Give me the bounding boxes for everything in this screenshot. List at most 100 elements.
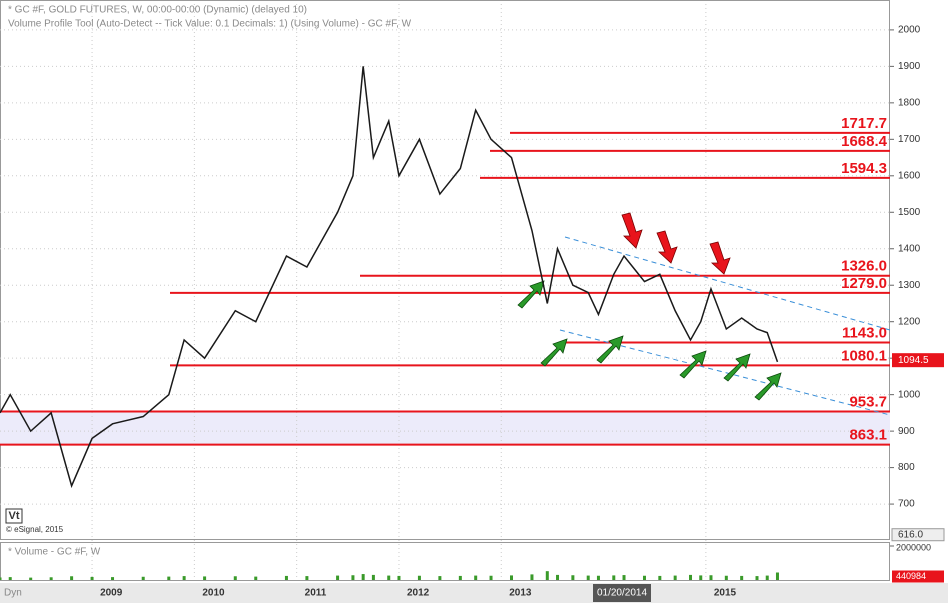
green-arrow (679, 350, 707, 379)
y-tick-label: 1700 (898, 134, 921, 145)
cursor-date-box (593, 584, 651, 602)
price-line (0, 66, 779, 489)
cursor-date: 01/20/2014 (597, 588, 647, 599)
level-label: 1668.4 (841, 133, 888, 150)
volume-bar (755, 576, 759, 580)
volume-bar (254, 576, 258, 580)
x-tick-label: 2011 (305, 588, 327, 599)
x-tick-label: 2010 (202, 588, 225, 599)
volume-bar (111, 577, 115, 580)
support-zone (0, 411, 890, 445)
volume-bar (474, 575, 478, 580)
green-arrow (596, 335, 624, 364)
volume-bar (622, 575, 626, 580)
x-tick-label: 2012 (407, 588, 430, 599)
x-tick-label: 2009 (100, 588, 123, 599)
volume-bar (361, 574, 365, 580)
volume-bar (530, 574, 534, 580)
volume-bar (141, 576, 145, 580)
red-arrow (709, 241, 731, 275)
volume-bar (740, 575, 744, 580)
green-arrow (754, 372, 782, 401)
volume-bar (0, 577, 2, 580)
volume-bar (397, 575, 401, 580)
volume-bar (642, 575, 646, 580)
y-tick-label: 1900 (898, 61, 921, 72)
y-tick-label: 1500 (898, 207, 921, 218)
volume-bar (724, 575, 728, 580)
volume-bar (689, 574, 693, 580)
last-price-box (892, 353, 944, 368)
volume-bar (351, 575, 355, 580)
volume-bar (284, 575, 288, 580)
y-tick-label: 800 (898, 462, 915, 473)
volume-bar (371, 574, 375, 580)
volume-bar (203, 576, 207, 580)
volume-bar (70, 576, 74, 580)
volume-bar (417, 575, 421, 580)
y-tick-label: 1600 (898, 170, 921, 181)
volume-last-box (892, 570, 944, 583)
channel-line (564, 236, 891, 331)
volume-bar (571, 575, 575, 580)
volume-bar (509, 575, 513, 580)
volume-bar (765, 575, 769, 580)
volume-bar (612, 575, 616, 580)
volume-tick-label: 2000000 (896, 542, 931, 552)
y-tick-label: 1800 (898, 97, 921, 108)
x-tick-label: 2013 (509, 588, 532, 599)
green-arrow (723, 353, 751, 382)
volume-panel (0, 542, 890, 581)
copyright: © eSignal, 2015 (6, 525, 64, 534)
volume-bar (336, 575, 340, 580)
volume-bar (90, 576, 94, 580)
last-price-label: 1094.5 (898, 355, 929, 366)
price-panel (0, 0, 890, 540)
y-tick-label: 1000 (898, 389, 921, 400)
volume-bar (49, 577, 53, 580)
volume-bar (489, 575, 493, 580)
level-label: 863.1 (849, 427, 887, 444)
volume-bar (8, 577, 12, 580)
level-label: 1143.0 (842, 324, 887, 341)
volume-bar (775, 572, 779, 580)
red-arrow (656, 230, 678, 264)
level-label: 1717.7 (841, 115, 887, 132)
level-label: 953.7 (849, 394, 887, 411)
red-arrow (621, 212, 643, 249)
vt-label: Vt (9, 510, 20, 522)
low-marker-label: 616.0 (898, 529, 923, 540)
chart-subtitle: Volume Profile Tool (Auto-Detect -- Tick… (8, 19, 412, 30)
volume-bar (29, 577, 33, 580)
volume-bar (438, 576, 442, 580)
time-axis-bar (0, 583, 948, 603)
volume-bar (586, 575, 590, 580)
green-arrow (517, 280, 545, 309)
green-arrow (540, 338, 568, 367)
volume-bar (658, 575, 662, 580)
volume-title: * Volume - GC #F, W (8, 547, 101, 558)
volume-bar (699, 575, 703, 580)
mode-label: Dyn (4, 588, 22, 599)
volume-bar (596, 575, 600, 580)
volume-bar (709, 575, 713, 580)
x-tick-label: 2015 (714, 588, 737, 599)
volume-bar (182, 576, 186, 580)
volume-bar (556, 574, 560, 580)
y-tick-label: 1400 (898, 243, 921, 254)
low-marker-box (891, 528, 945, 542)
chart-title: * GC #F, GOLD FUTURES, W, 00:00-00:00 (D… (8, 5, 307, 16)
level-label: 1326.0 (841, 258, 887, 275)
level-label: 1594.3 (841, 160, 887, 177)
level-label: 1279.0 (841, 275, 887, 292)
y-tick-label: 700 (898, 499, 915, 510)
volume-bar (458, 575, 462, 580)
volume-bar (305, 576, 309, 580)
y-tick-label: 1200 (898, 316, 921, 327)
y-tick-label: 900 (898, 426, 915, 437)
y-tick-label: 2000 (898, 25, 921, 36)
level-label: 1080.1 (841, 347, 887, 364)
volume-bar (673, 575, 677, 580)
